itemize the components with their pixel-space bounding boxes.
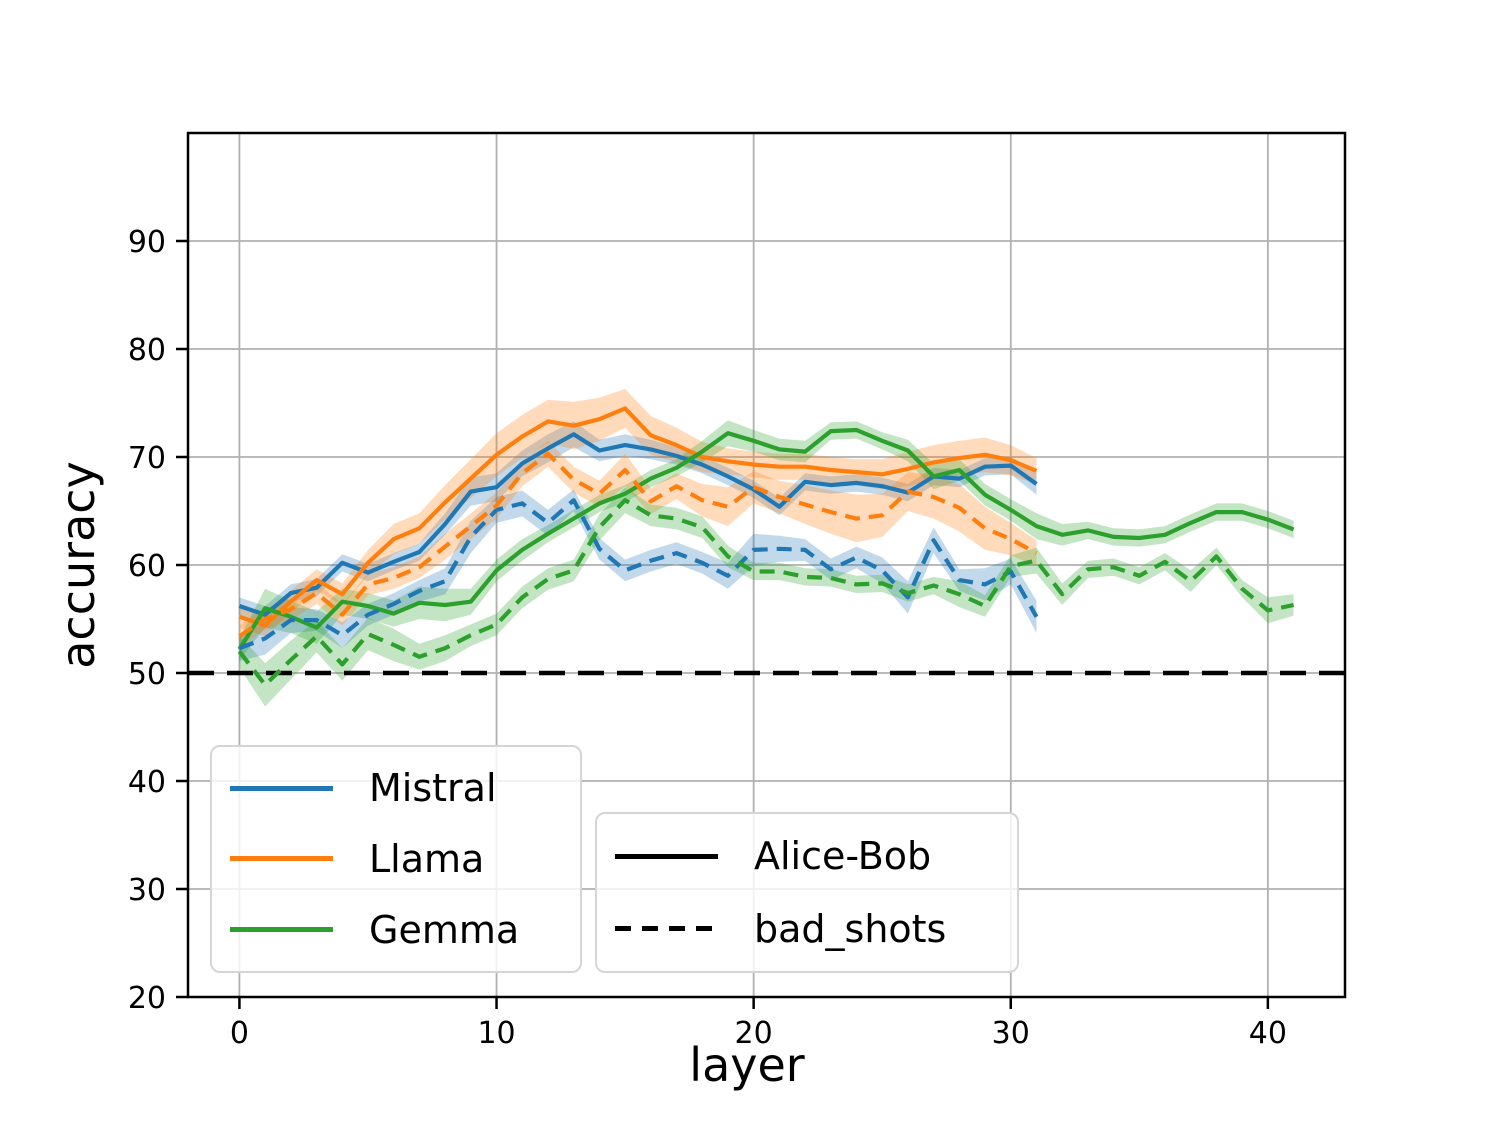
series-line-gemma-solid — [237, 427, 1295, 651]
series-band-gemma-solid — [239, 420, 1294, 660]
legend-styles-label: Alice-Bob — [754, 834, 932, 879]
legend-models-label: Gemma — [369, 907, 520, 952]
legend-styles-entry-bad-shots: bad_shots — [615, 910, 1007, 948]
legend-styles-sample-line — [615, 853, 718, 859]
series-line-llama-solid — [238, 406, 1038, 628]
y-tick-label: 60 — [128, 549, 166, 584]
legend-models-sample-line — [230, 856, 333, 862]
x-axis-label: layer — [689, 1038, 805, 1092]
legend-styles: Alice-Bob bad_shots — [595, 812, 1019, 973]
series-line-gemma-dashed — [237, 498, 1295, 687]
y-tick-label: 50 — [128, 657, 166, 692]
y-tick-label: 70 — [128, 441, 166, 476]
legend-models-label: Mistral — [369, 766, 497, 811]
x-tick-label: 40 — [1249, 1016, 1287, 1051]
legend-models-entry-gemma: Gemma — [230, 911, 570, 949]
legend-models-entry-mistral: Mistral — [230, 769, 570, 807]
series-line-llama-dashed — [238, 451, 1038, 639]
y-axis-label: accuracy — [51, 461, 105, 669]
series-band-llama-dashed — [239, 440, 1037, 648]
x-tick-label: 30 — [992, 1016, 1030, 1051]
x-tick-label: 10 — [477, 1016, 515, 1051]
legend-models-entry-llama: Llama — [230, 840, 570, 878]
series-band-mistral-dashed — [239, 489, 1037, 662]
y-tick-label: 20 — [128, 981, 166, 1016]
legend-models-label: Llama — [369, 836, 485, 881]
y-tick-label: 30 — [128, 873, 166, 908]
legend-styles-entry-alice-bob: Alice-Bob — [615, 837, 1007, 875]
legend-models: Mistral Llama Gemma — [210, 745, 582, 973]
series-band-llama-solid — [239, 389, 1037, 637]
legend-models-sample-line — [230, 785, 333, 791]
x-tick-label: 0 — [230, 1016, 249, 1051]
y-tick-label: 40 — [128, 765, 166, 800]
legend-models-sample-line — [230, 927, 333, 933]
legend-styles-sample-line — [615, 926, 718, 932]
y-tick-label: 80 — [128, 333, 166, 368]
y-tick-label: 90 — [128, 225, 166, 260]
series-line-mistral-solid — [238, 432, 1038, 617]
legend-styles-label: bad_shots — [754, 906, 947, 951]
x-tick-label: 20 — [735, 1016, 773, 1051]
